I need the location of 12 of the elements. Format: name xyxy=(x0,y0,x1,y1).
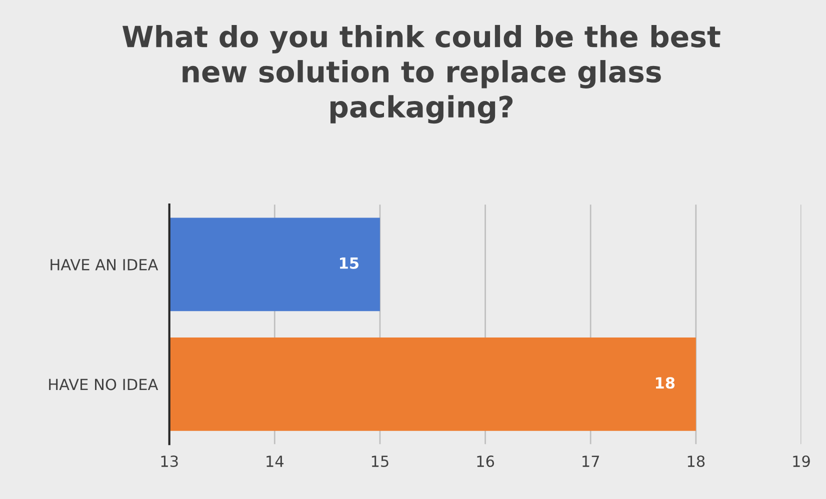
x-tick-label: 18 xyxy=(688,455,705,468)
data-label: 18 xyxy=(656,377,675,389)
x-tick-label: 17 xyxy=(582,456,600,467)
x-tick-label: 15 xyxy=(372,456,388,468)
data-label: 15 xyxy=(340,258,358,269)
x-tick-label: 14 xyxy=(266,456,284,467)
x-tick-label: 16 xyxy=(477,455,494,468)
x-tick-label: 19 xyxy=(793,455,810,468)
y-tick-label: HAVE NO IDEA xyxy=(49,378,158,390)
x-tick-label: 13 xyxy=(161,455,178,468)
y-tick-label: HAVE AN IDEA xyxy=(50,259,158,270)
chart-title: What do you think could be the best new solution to replace glass packaging? xyxy=(122,24,720,124)
